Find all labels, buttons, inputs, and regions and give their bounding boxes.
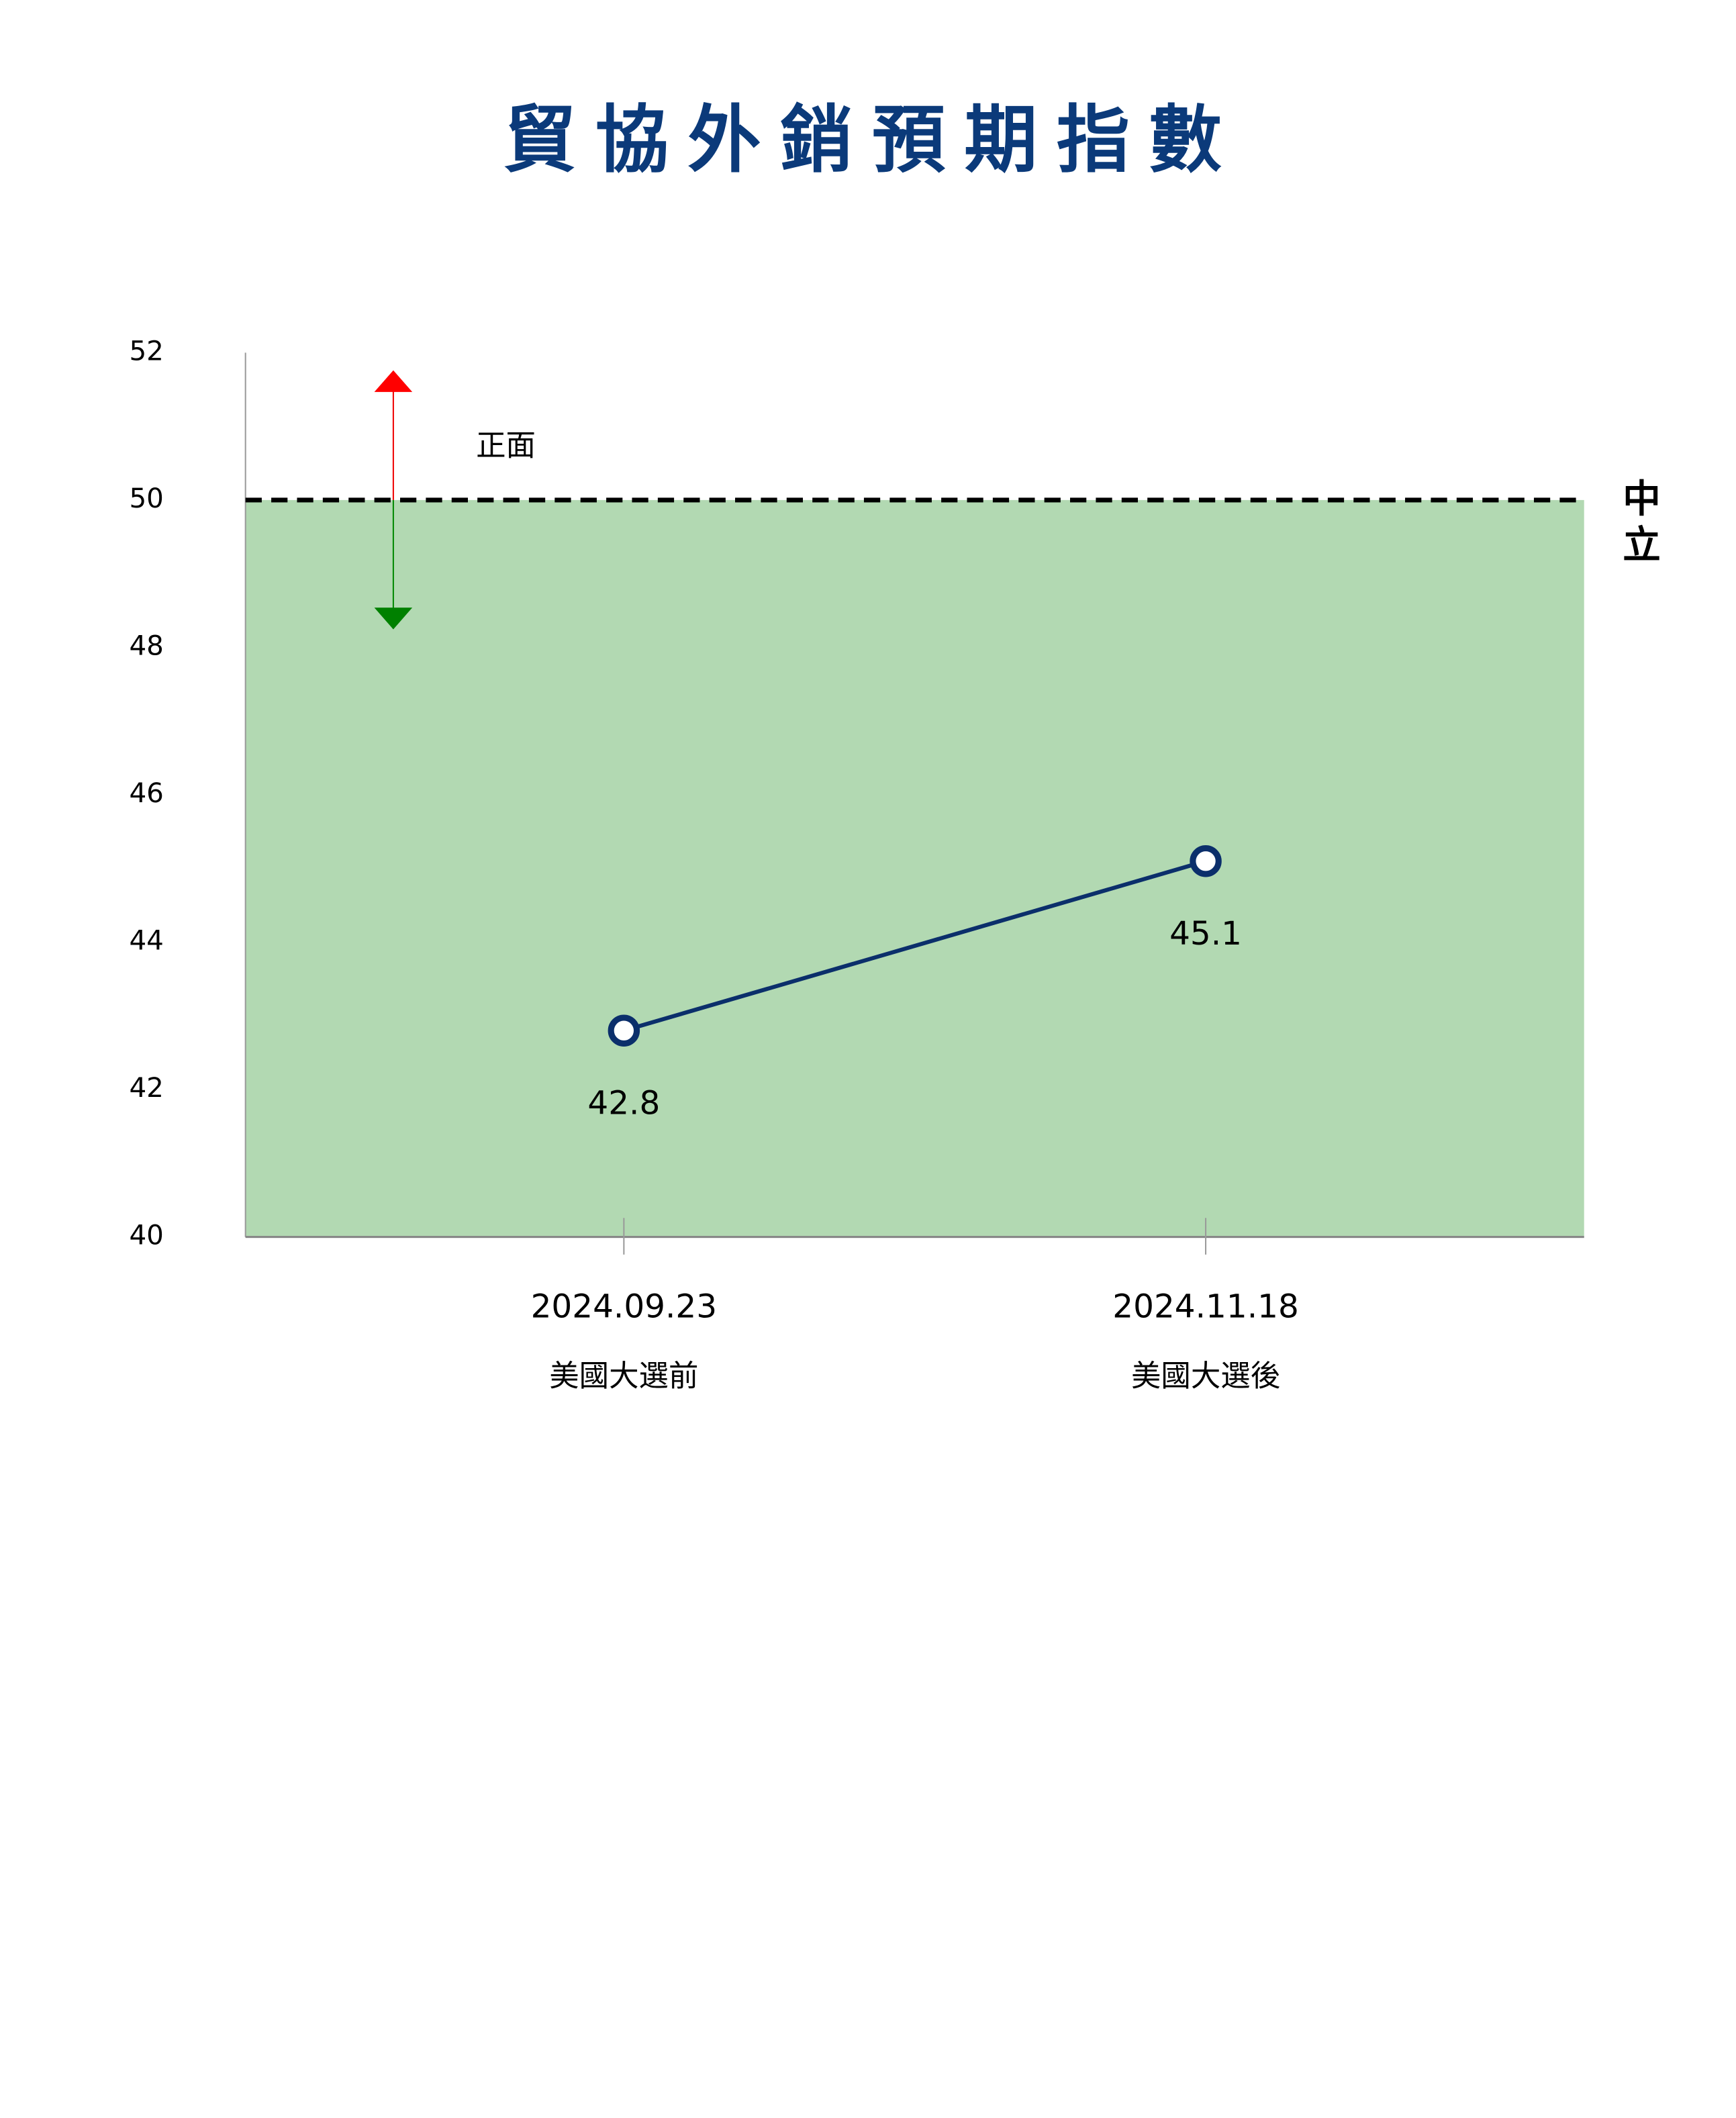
y-tick-label: 52 xyxy=(129,334,163,367)
reference-label: 中立 xyxy=(1617,478,1661,571)
chart-title: 貿協外銷預期指數 xyxy=(503,97,1241,183)
data-label: 45.1 xyxy=(1169,915,1242,953)
x-sublabel: 美國大選前 xyxy=(549,1359,698,1394)
x-tick-label: 2024.09.23 xyxy=(531,1288,718,1326)
data-point xyxy=(1190,845,1222,877)
y-tick-label: 42 xyxy=(129,1071,163,1104)
data-point xyxy=(608,1014,640,1047)
up-arrow-head xyxy=(374,370,413,392)
data-label: 42.8 xyxy=(587,1084,660,1122)
negative-region xyxy=(245,499,1584,1237)
series-line xyxy=(623,859,1206,1033)
y-tick-label: 48 xyxy=(129,629,163,661)
y-tick-label: 46 xyxy=(129,777,163,809)
y-tick-label: 50 xyxy=(129,482,163,514)
x-tick-label: 2024.11.18 xyxy=(1112,1288,1299,1326)
y-tick-label: 44 xyxy=(129,924,163,956)
down-arrow-head xyxy=(374,608,413,630)
x-sublabel: 美國大選後 xyxy=(1131,1359,1280,1394)
positive-label: 正面 xyxy=(476,429,536,463)
y-tick-label: 40 xyxy=(129,1219,163,1251)
